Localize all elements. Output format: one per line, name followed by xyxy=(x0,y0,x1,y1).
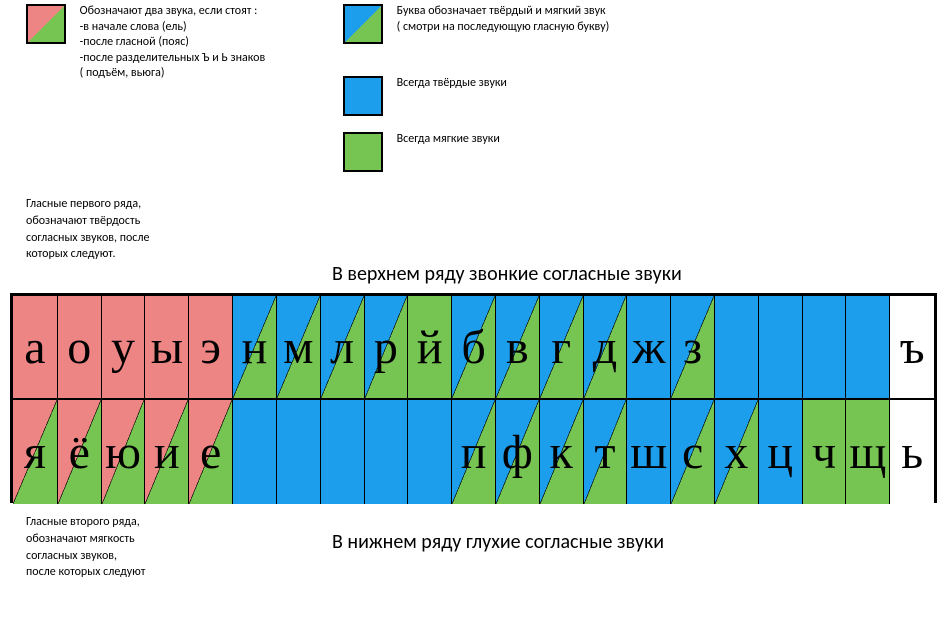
letter-glyph: ж xyxy=(632,320,665,375)
table-cell: с xyxy=(671,400,715,504)
letter-glyph: и xyxy=(154,425,180,480)
letter-glyph: ю xyxy=(105,425,141,480)
vowels-first-row-note: Гласные первого ряда, обозначают твёрдос… xyxy=(26,196,149,263)
table-cell: щ xyxy=(846,400,890,504)
table-cell: ч xyxy=(803,400,847,504)
table-cell: ь xyxy=(890,400,934,504)
letter-glyph: е xyxy=(200,425,221,480)
table-top-row: аоуыэнмлрйбвгджз ъ xyxy=(13,296,934,400)
table-cell: ц xyxy=(759,400,803,504)
table-cell: я xyxy=(13,400,58,504)
letter-glyph: м xyxy=(283,320,313,375)
table-bottom-row: яёюие пфктшсхцчщь xyxy=(13,400,934,504)
legend-item-always-soft: Всегда мягкие звуки xyxy=(343,132,500,172)
letter-glyph: ы xyxy=(151,320,183,375)
table-cell: к xyxy=(540,400,584,504)
letter-glyph: ш xyxy=(630,425,667,480)
legend-text: Буква обозначает твёрдый и мягкий звук (… xyxy=(397,4,610,35)
table-cell: ё xyxy=(58,400,102,504)
table-cell: р xyxy=(365,296,409,398)
table-cell: п xyxy=(452,400,496,504)
legend-swatch-blue-green xyxy=(343,4,383,44)
table-cell: й xyxy=(408,296,452,398)
letter-glyph: с xyxy=(682,425,703,480)
table-cell: ю xyxy=(102,400,146,504)
legend-item-two-sounds: Обозначают два звука, если стоят : -в на… xyxy=(26,4,265,82)
table-cell xyxy=(846,296,890,398)
table-cell: б xyxy=(452,296,496,398)
table-cell: д xyxy=(584,296,628,398)
legend-item-hard-soft: Буква обозначает твёрдый и мягкий звук (… xyxy=(343,4,609,44)
table-cell: э xyxy=(189,296,233,398)
letter-glyph: в xyxy=(506,320,529,375)
table-cell: х xyxy=(715,400,759,504)
voiceless-consonants-label: В нижнем ряду глухие согласные звуки xyxy=(332,530,664,554)
table-cell xyxy=(233,400,277,504)
legend-text: Обозначают два звука, если стоят : -в на… xyxy=(80,4,266,82)
letter-glyph: я xyxy=(24,425,46,480)
letter-glyph: ъ xyxy=(900,320,925,375)
table-cell xyxy=(408,400,452,504)
table-cell: ш xyxy=(627,400,671,504)
table-cell: о xyxy=(58,296,102,398)
table-cell: н xyxy=(233,296,277,398)
table-cell: ъ xyxy=(890,296,934,398)
letter-glyph: а xyxy=(24,320,45,375)
letter-glyph: ь xyxy=(901,425,923,480)
letter-glyph: щ xyxy=(849,425,886,480)
table-cell: ы xyxy=(145,296,189,398)
alphabet-table: аоуыэнмлрйбвгджз ъ яёюие пфктшсхцчщь xyxy=(10,293,937,503)
legend-text: Всегда мягкие звуки xyxy=(397,132,500,148)
letter-glyph: ц xyxy=(767,425,793,480)
legend-swatch-blue xyxy=(343,76,383,116)
table-cell: т xyxy=(584,400,628,504)
table-cell xyxy=(759,296,803,398)
letter-glyph: ч xyxy=(812,425,836,480)
letter-glyph: р xyxy=(374,320,398,375)
letter-glyph: т xyxy=(594,425,615,480)
table-cell xyxy=(715,296,759,398)
table-cell: в xyxy=(496,296,540,398)
letter-glyph: у xyxy=(111,320,135,375)
table-cell: ж xyxy=(627,296,671,398)
letter-glyph: ё xyxy=(69,425,90,480)
table-cell: у xyxy=(102,296,146,398)
table-cell: г xyxy=(540,296,584,398)
letter-glyph: д xyxy=(593,320,617,375)
table-cell: ф xyxy=(496,400,540,504)
legend-item-always-hard: Всегда твёрдые звуки xyxy=(343,76,507,116)
voiced-consonants-label: В верхнем ряду звонкие согласные звуки xyxy=(332,262,682,286)
letter-glyph: ф xyxy=(502,425,533,480)
legend-text: Всегда твёрдые звуки xyxy=(397,76,507,92)
table-cell xyxy=(803,296,847,398)
table-cell xyxy=(321,400,365,504)
letter-glyph: о xyxy=(67,320,91,375)
table-cell: з xyxy=(671,296,715,398)
legend-swatch-pink-green xyxy=(26,4,66,44)
table-cell: л xyxy=(321,296,365,398)
vowels-second-row-note: Гласные второго ряда, обозначают мягкост… xyxy=(26,514,145,581)
table-cell: а xyxy=(13,296,58,398)
letter-glyph: х xyxy=(724,425,748,480)
letter-glyph: з xyxy=(683,320,702,375)
letter-glyph: п xyxy=(461,425,487,480)
table-cell: е xyxy=(189,400,233,504)
letter-glyph: л xyxy=(330,320,354,375)
letter-glyph: э xyxy=(200,320,221,375)
letter-glyph: н xyxy=(242,320,268,375)
legend-swatch-green xyxy=(343,132,383,172)
letter-glyph: к xyxy=(549,425,572,480)
table-cell: м xyxy=(277,296,321,398)
table-cell xyxy=(277,400,321,504)
letter-glyph: б xyxy=(461,320,485,375)
letter-glyph: г xyxy=(551,320,571,375)
table-cell xyxy=(365,400,409,504)
letter-glyph: й xyxy=(417,320,443,375)
table-cell: и xyxy=(145,400,189,504)
